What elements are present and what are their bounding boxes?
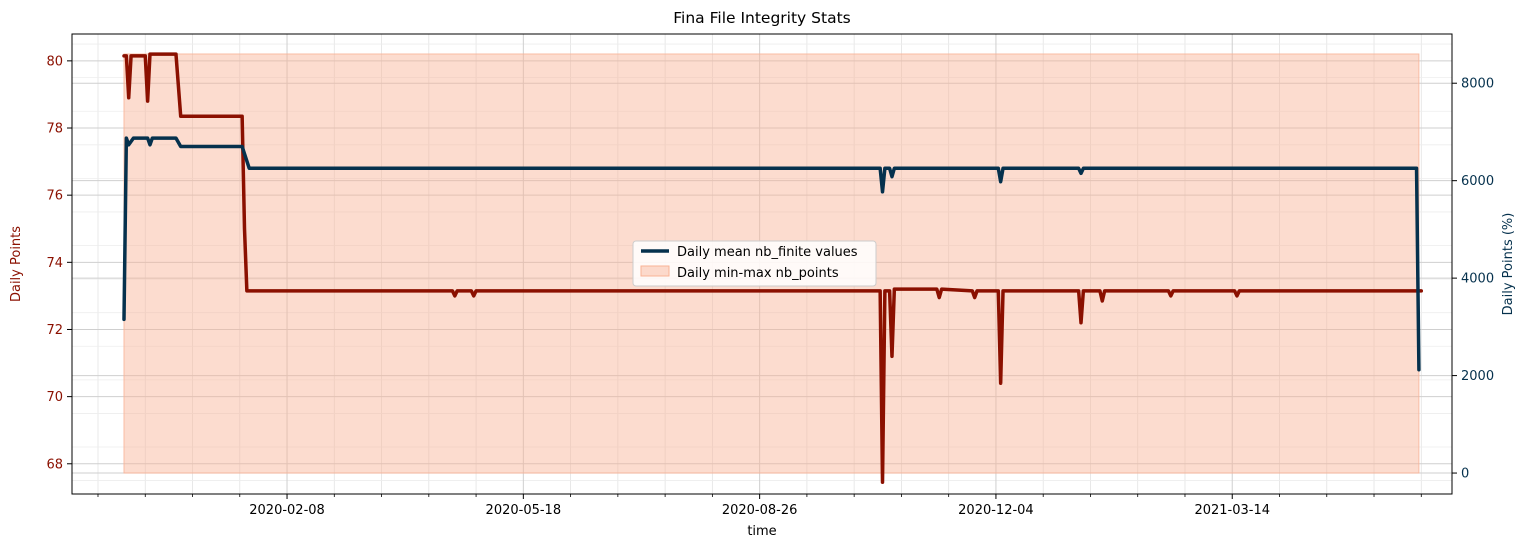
y-left-tick-label: 74 — [46, 256, 63, 271]
plot-frame — [71, 33, 1453, 495]
legend: Daily mean nb_finite values Daily min-ma… — [632, 240, 877, 287]
x-tick-label: 2020-02-08 — [249, 503, 325, 518]
legend-label-fill: Daily min-max nb_points — [677, 266, 839, 281]
y-right-tick-label: 4000 — [1461, 272, 1494, 287]
x-tick-label: 2020-12-04 — [958, 503, 1034, 518]
y-left-tick-label: 68 — [46, 457, 63, 472]
y-right-tick-label: 8000 — [1461, 77, 1494, 92]
y-axis-left: 68 70 72 74 76 78 80 — [46, 54, 72, 472]
legend-swatch-fill — [640, 265, 670, 277]
legend-box — [632, 240, 877, 287]
y-right-tick-label: 2000 — [1461, 369, 1494, 384]
y-left-tick-label: 80 — [46, 54, 63, 69]
x-axis-title: time — [747, 524, 776, 539]
y-axis-left-title: Daily Points — [9, 226, 24, 302]
x-axis: 2020-02-08 2020-05-18 2020-08-26 2020-12-04… — [97, 494, 1422, 518]
chart-title: Fina File Integrity Stats — [673, 9, 850, 27]
series-layer — [122, 52, 1424, 484]
y-left-tick-label: 72 — [46, 323, 63, 338]
y-right-tick-label: 0 — [1461, 467, 1469, 482]
legend-label-mean: Daily mean nb_finite values — [677, 245, 858, 260]
y-axis-right: 0 2000 4000 6000 8000 — [1452, 77, 1494, 482]
y-left-tick-label: 70 — [46, 390, 63, 405]
x-tick-label: 2021-03-14 — [1194, 503, 1270, 518]
y-left-tick-label: 78 — [46, 122, 63, 137]
x-tick-label: 2020-08-26 — [722, 503, 798, 518]
y-right-tick-label: 6000 — [1461, 174, 1494, 189]
minor-grid — [72, 34, 1452, 494]
series-line-daily-points — [122, 52, 1424, 484]
y-axis-right-title: Daily Points (%) — [1501, 213, 1516, 316]
x-tick-label: 2020-05-18 — [486, 503, 562, 518]
series-line-daily-mean — [122, 136, 1421, 372]
y-left-tick-label: 76 — [46, 189, 63, 204]
